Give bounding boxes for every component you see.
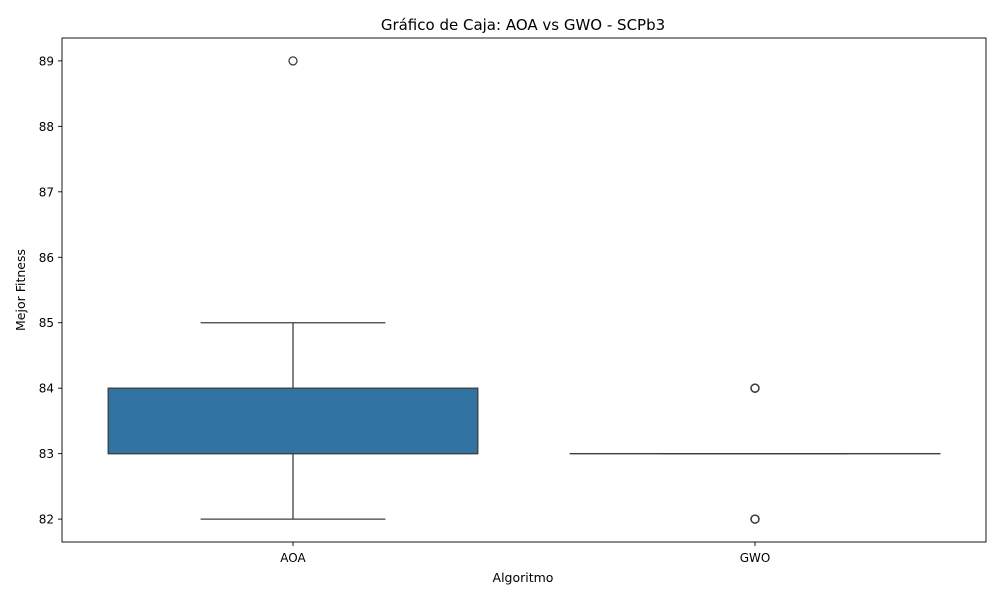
y-tick-label: 83 [39, 447, 54, 461]
plot-frame [61, 37, 987, 543]
box-iqr [107, 387, 479, 455]
x-axis: AOA GWO [280, 542, 770, 565]
chart-title: Gráfico de Caja: AOA vs GWO - SCPb3 [381, 16, 665, 34]
y-axis: 82 83 84 85 86 87 88 89 [39, 54, 62, 527]
x-axis-label: Algoritmo [493, 570, 554, 585]
outlier-point [750, 514, 760, 524]
outlier-point [750, 383, 760, 393]
x-tick-label: AOA [280, 551, 306, 565]
y-tick-label: 88 [39, 120, 54, 134]
y-tick-label: 89 [39, 54, 54, 68]
y-tick-label: 87 [39, 185, 54, 199]
y-tick-label: 85 [39, 316, 54, 330]
plot-area [107, 56, 941, 524]
y-axis-label: Mejor Fitness [13, 249, 28, 331]
y-tick-label: 86 [39, 251, 54, 265]
box-gwo [569, 383, 941, 524]
y-tick-label: 82 [39, 513, 54, 527]
box-aoa [107, 56, 479, 520]
x-tick-label: GWO [740, 551, 771, 565]
outlier-point [288, 56, 298, 66]
y-tick-label: 84 [39, 382, 54, 396]
